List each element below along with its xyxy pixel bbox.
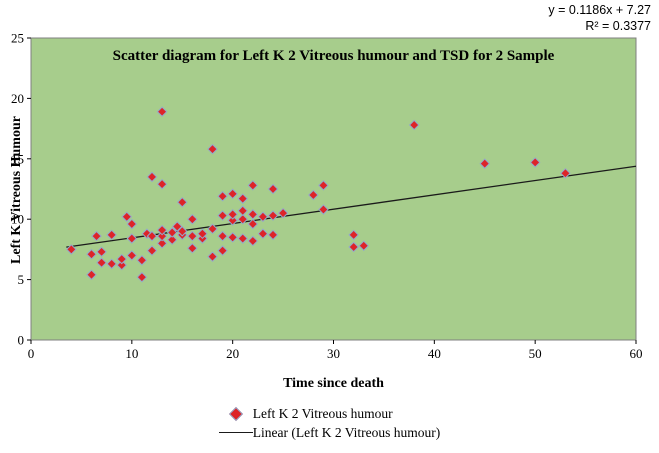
svg-text:40: 40: [428, 346, 441, 361]
legend: Left K 2 Vitreous humour Linear (Left K …: [0, 404, 659, 442]
legend-label-series: Left K 2 Vitreous humour: [252, 406, 393, 421]
svg-text:30: 30: [327, 346, 340, 361]
diamond-marker-icon: [228, 406, 243, 421]
trendline-annotation: y = 0.1186x + 7.27 R² = 0.3377: [548, 2, 651, 34]
legend-label-trendline: Linear (Left K 2 Vitreous humour): [252, 425, 441, 440]
svg-text:5: 5: [18, 272, 25, 287]
svg-text:25: 25: [11, 31, 24, 46]
svg-text:10: 10: [125, 346, 138, 361]
svg-text:50: 50: [529, 346, 542, 361]
svg-text:20: 20: [11, 91, 24, 106]
trendline-r-squared: R² = 0.3377: [585, 19, 651, 33]
svg-text:20: 20: [226, 346, 239, 361]
svg-text:15: 15: [11, 151, 24, 166]
x-axis-title: Time since death: [283, 376, 384, 391]
legend-item-series: Left K 2 Vitreous humour: [219, 404, 393, 423]
y-axis-title: Left K Vitreous Humour: [9, 116, 24, 264]
legend-line-cell: [218, 432, 253, 433]
svg-text:0: 0: [28, 346, 35, 361]
legend-item-trendline: Linear (Left K 2 Vitreous humour): [218, 423, 441, 442]
trendline-icon: [218, 432, 253, 433]
svg-text:60: 60: [630, 346, 643, 361]
chart-title: Scatter diagram for Left K 2 Vitreous hu…: [112, 48, 555, 64]
svg-text:0: 0: [18, 333, 25, 348]
svg-text:10: 10: [11, 212, 24, 227]
trendline-equation: y = 0.1186x + 7.27: [548, 3, 651, 17]
legend-marker-cell: [219, 406, 253, 421]
